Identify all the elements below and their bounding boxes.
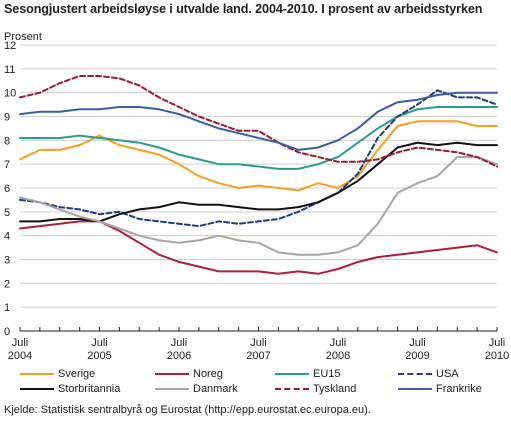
legend-item: USA <box>398 368 459 380</box>
y-tick-label: 7 <box>4 159 10 171</box>
legend-label: Danmark <box>193 383 238 395</box>
y-tick-label: 3 <box>4 255 10 267</box>
y-tick-label: 6 <box>4 183 10 195</box>
y-tick-label: 0 <box>4 326 10 338</box>
axes: Prosent0123456789101112Juli2004Juli2005J… <box>4 31 509 362</box>
legend-label: Frankrike <box>436 383 482 395</box>
legend: Sverige Noreg EU15 USA Storbritannia Danmark T… <box>20 368 510 398</box>
legend-item: Noreg <box>155 368 223 380</box>
x-tick-label: Juli <box>91 337 108 349</box>
source-note: Kjelde: Statistisk sentralbyrå og Eurost… <box>4 404 371 416</box>
x-tick-label: 2009 <box>405 350 429 362</box>
legend-item: Frankrike <box>398 383 482 395</box>
y-tick-label: 10 <box>4 88 16 100</box>
y-tick-label: 2 <box>4 278 10 290</box>
legend-item: Sverige <box>20 368 95 380</box>
x-tick-label: Juli <box>171 337 188 349</box>
x-tick-label: 2007 <box>246 350 270 362</box>
y-axis-label: Prosent <box>4 31 42 43</box>
legend-label: EU15 <box>313 368 341 380</box>
chart-svg: Prosent0123456789101112Juli2004Juli2005J… <box>4 31 509 362</box>
legend-swatch <box>155 388 189 390</box>
legend-label: Storbritannia <box>58 383 121 395</box>
y-tick-label: 4 <box>4 231 10 243</box>
legend-swatch <box>20 373 54 375</box>
x-tick-label: Juli <box>489 337 506 349</box>
series-lines <box>19 75 498 275</box>
legend-swatch <box>275 388 309 390</box>
series-line <box>19 156 498 256</box>
series-line <box>19 89 498 228</box>
y-tick-label: 5 <box>4 207 10 219</box>
x-tick-label: 2004 <box>8 350 32 362</box>
gridlines <box>20 44 497 308</box>
series-line <box>19 120 498 192</box>
legend-label: USA <box>436 368 459 380</box>
legend-swatch <box>275 373 309 375</box>
y-tick-label: 12 <box>4 40 16 52</box>
x-tick-label: Juli <box>250 337 267 349</box>
x-tick-label: 2005 <box>87 350 111 362</box>
legend-swatch <box>398 388 432 390</box>
series-line <box>19 141 498 223</box>
legend-item: Tyskland <box>275 383 356 395</box>
series-line <box>19 106 498 170</box>
legend-swatch <box>20 388 54 390</box>
legend-item: EU15 <box>275 368 341 380</box>
y-tick-label: 8 <box>4 135 10 147</box>
y-tick-label: 1 <box>4 302 10 314</box>
legend-label: Noreg <box>193 368 223 380</box>
legend-label: Tyskland <box>313 383 357 395</box>
legend-swatch <box>155 373 189 375</box>
series-line <box>19 91 498 151</box>
x-tick-label: Juli <box>409 337 426 349</box>
x-tick-label: Juli <box>12 337 29 349</box>
y-tick-label: 9 <box>4 112 10 124</box>
x-tick-label: Juli <box>330 337 347 349</box>
x-tick-label: 2010 <box>485 350 509 362</box>
x-tick-label: 2006 <box>167 350 191 362</box>
chart-title: Sesongjustert arbeidsløyse i utvalde lan… <box>4 2 483 16</box>
legend-label: Sverige <box>58 368 96 380</box>
y-tick-label: 11 <box>4 64 15 76</box>
legend-item: Danmark <box>155 383 238 395</box>
series-line <box>19 220 498 275</box>
legend-item: Storbritannia <box>20 383 120 395</box>
series-line <box>19 75 498 168</box>
x-tick-label: 2008 <box>326 350 350 362</box>
legend-swatch <box>398 373 432 375</box>
